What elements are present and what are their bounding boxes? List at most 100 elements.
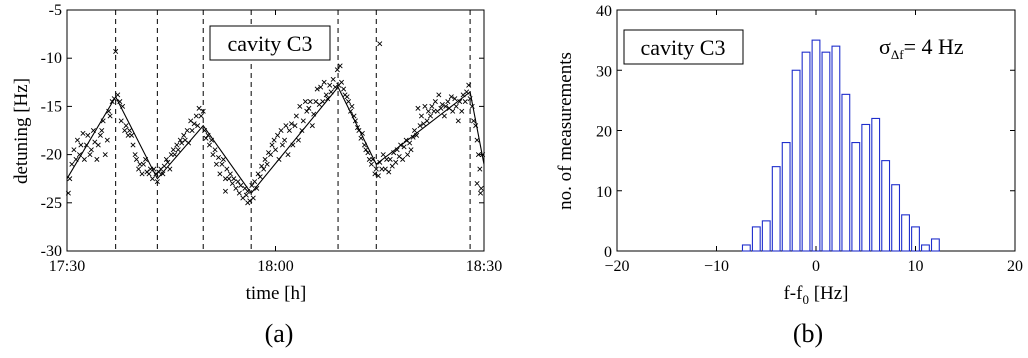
data-point <box>87 152 93 158</box>
histogram-bar <box>891 184 901 252</box>
data-point <box>146 171 152 177</box>
histogram-bar <box>761 220 771 252</box>
data-point <box>210 152 216 158</box>
data-point <box>118 118 124 124</box>
data-point <box>177 137 183 143</box>
data-point <box>196 105 202 111</box>
data-point <box>339 79 345 85</box>
data-point <box>337 63 343 69</box>
y-tick-label: -10 <box>41 50 62 67</box>
data-point <box>411 127 418 134</box>
histogram-bar <box>921 244 930 252</box>
data-point <box>320 99 326 105</box>
histogram-bar <box>801 51 811 252</box>
data-point <box>424 118 430 124</box>
data-point <box>160 171 166 177</box>
annotation-text: cavity C3 <box>641 35 726 60</box>
sigma-value: = 4 Hz <box>904 34 964 59</box>
data-point <box>474 137 480 143</box>
data-point <box>477 166 483 172</box>
annotation-box <box>623 29 744 65</box>
annotation-text: cavity C3 <box>228 31 313 56</box>
data-point <box>74 137 80 143</box>
data-point <box>254 185 260 191</box>
data-point <box>438 105 444 111</box>
data-point <box>226 176 232 182</box>
data-point <box>268 152 274 158</box>
data-point <box>189 127 195 134</box>
data-point <box>295 137 301 143</box>
x-tick-label: 18:30 <box>466 258 502 275</box>
data-point <box>309 123 315 129</box>
data-point <box>215 154 222 161</box>
data-point <box>95 142 101 148</box>
data-point <box>427 113 434 119</box>
y-axis-label: no. of measurements <box>555 52 576 210</box>
data-point <box>106 108 112 114</box>
data-point <box>282 137 288 143</box>
data-point <box>132 152 138 158</box>
y-axis-label: detuning [Hz] <box>11 78 32 184</box>
histogram-bar <box>771 166 781 252</box>
data-point <box>262 156 268 162</box>
y-tick-label: 40 <box>596 3 612 20</box>
x-axis-label: time [h] <box>246 283 307 304</box>
data-point <box>417 123 423 129</box>
data-point <box>445 99 451 105</box>
histogram-bar <box>901 214 910 252</box>
data-point <box>78 142 84 148</box>
data-point <box>238 182 244 188</box>
data-point <box>441 113 447 119</box>
data-point <box>349 103 355 109</box>
data-point <box>133 156 140 162</box>
x-tick-label: 18:00 <box>257 258 293 275</box>
data-point <box>373 166 379 172</box>
data-point <box>314 86 320 92</box>
data-point <box>249 182 255 188</box>
data-point <box>368 161 374 167</box>
data-point <box>425 108 431 114</box>
data-point <box>140 161 146 167</box>
data-point <box>139 171 145 177</box>
data-point <box>69 161 75 167</box>
data-point <box>203 135 209 141</box>
data-point <box>170 147 176 153</box>
data-point <box>450 108 456 114</box>
data-point <box>478 185 484 191</box>
x-tick-labels: −20 −10 0 10 20 <box>604 258 1023 275</box>
data-point <box>323 92 329 98</box>
histogram-bar <box>781 142 791 252</box>
axis-ticks <box>616 9 1016 252</box>
data-point <box>394 147 400 153</box>
data-point <box>297 103 303 109</box>
data-point <box>127 127 133 134</box>
data-point <box>400 156 406 162</box>
data-point <box>200 108 206 114</box>
data-point <box>293 113 299 119</box>
x-tick-labels: 17:30 18:00 18:30 <box>49 258 502 275</box>
data-point <box>363 147 369 153</box>
data-point <box>478 190 484 196</box>
scatter-points <box>65 41 486 206</box>
x-tick-label: −20 <box>604 258 629 275</box>
data-point <box>418 113 424 119</box>
data-point <box>245 200 251 206</box>
histogram-bar <box>861 123 871 252</box>
data-point <box>231 176 237 182</box>
data-point <box>227 171 233 177</box>
data-point <box>136 166 142 172</box>
data-point <box>163 156 169 162</box>
data-point <box>115 92 121 98</box>
data-point <box>300 118 306 124</box>
sigma-label: σΔf= 4 Hz <box>879 34 964 62</box>
data-point <box>165 159 171 165</box>
data-point <box>184 127 190 134</box>
data-point <box>233 185 239 191</box>
data-point <box>243 192 249 198</box>
data-point <box>393 159 399 165</box>
data-point <box>224 166 230 172</box>
data-point <box>229 181 235 187</box>
x-axis-label: f-f0 [Hz] <box>783 283 848 307</box>
data-point <box>292 123 298 129</box>
data-point <box>321 79 327 85</box>
